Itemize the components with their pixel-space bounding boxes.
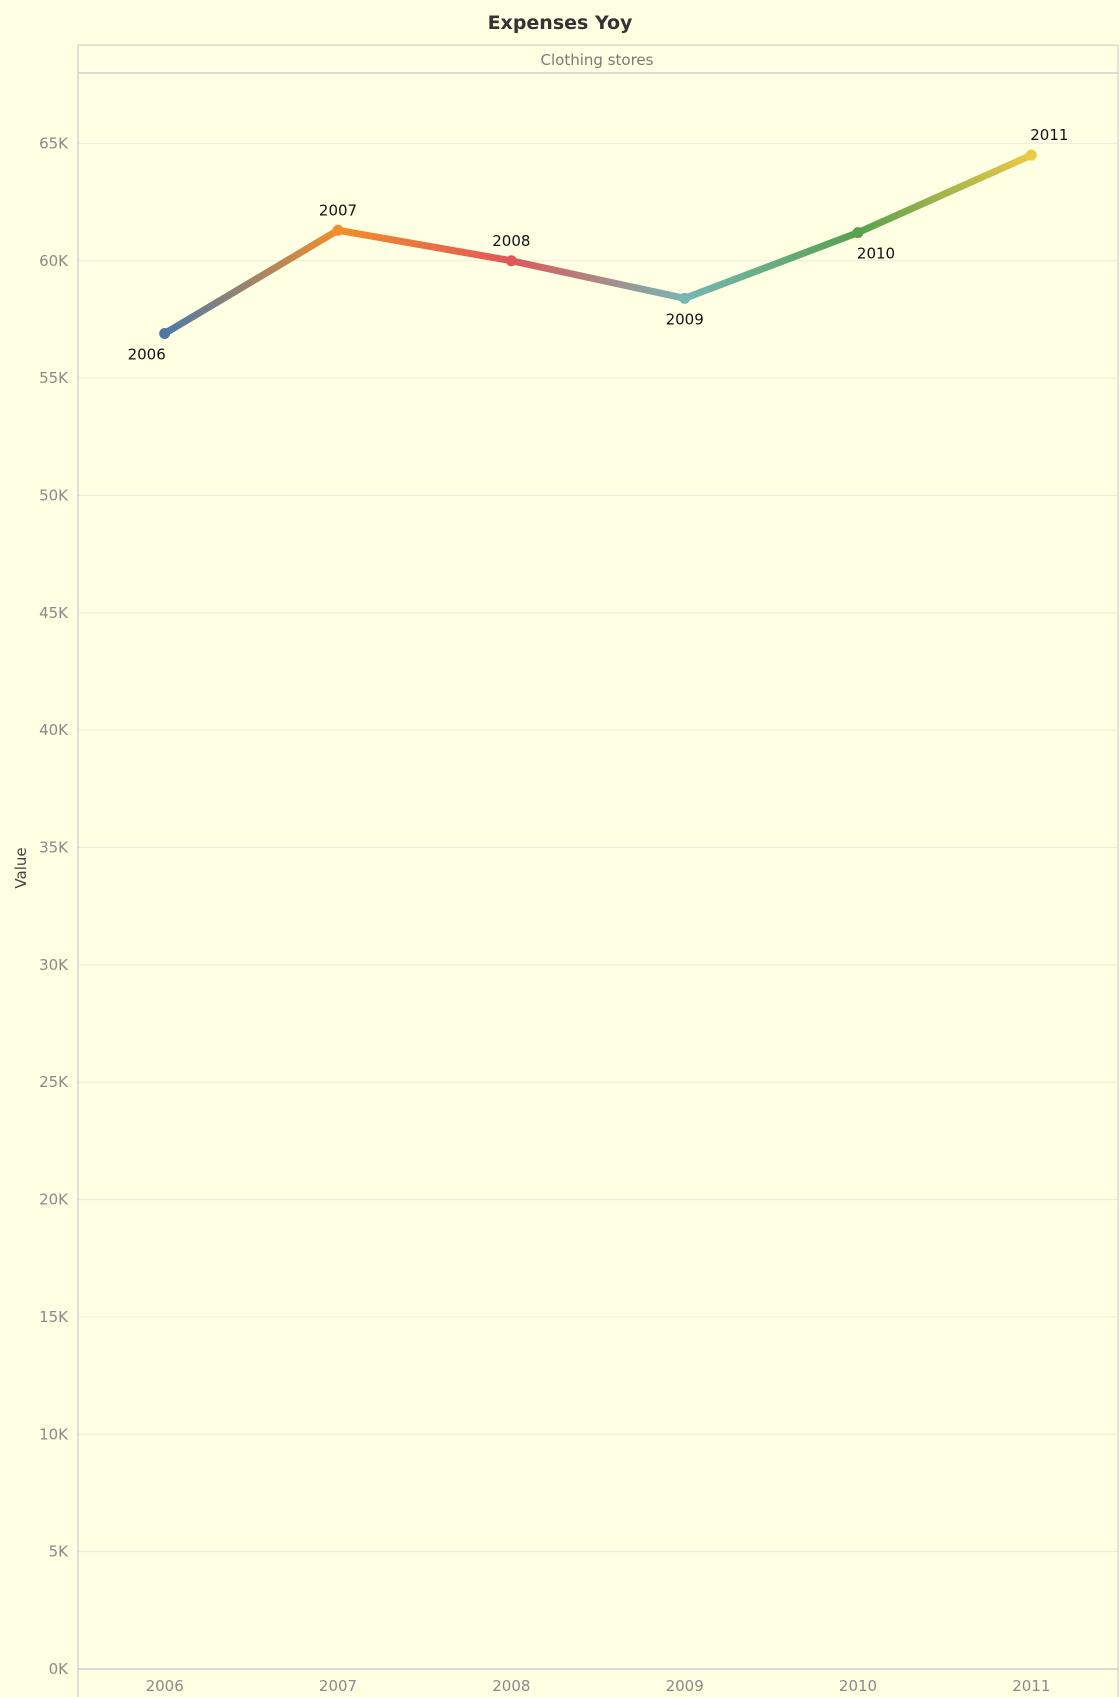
y-tick-label: 50K xyxy=(39,486,69,504)
y-tick-label: 0K xyxy=(49,1660,70,1678)
y-tick-label: 5K xyxy=(49,1543,70,1561)
x-tick-labels: 2006 2007 2008 2009 2010 2011 xyxy=(146,1677,1051,1695)
y-tick-label: 25K xyxy=(39,1073,69,1091)
x-tick-label: 2009 xyxy=(666,1677,704,1695)
y-tick-label: 35K xyxy=(39,839,69,857)
data-label: 2006 xyxy=(128,346,166,364)
y-axis-title: Value xyxy=(12,847,30,888)
y-tick-label: 60K xyxy=(39,252,69,270)
data-labels: 2006 2007 2008 2009 2010 2011 xyxy=(128,126,1069,363)
data-point[interactable] xyxy=(1025,149,1037,161)
data-point[interactable] xyxy=(159,328,171,340)
gridlines xyxy=(78,142,1118,1553)
y-tick-label: 15K xyxy=(39,1308,69,1326)
data-point[interactable] xyxy=(505,255,517,267)
x-tick-label: 2010 xyxy=(839,1677,877,1695)
series-lines xyxy=(161,151,1035,338)
data-label: 2008 xyxy=(492,232,530,250)
data-point[interactable] xyxy=(679,292,691,304)
series-line-segment xyxy=(681,229,862,302)
x-tick-label: 2006 xyxy=(146,1677,184,1695)
panel-header: Clothing stores xyxy=(541,51,654,69)
y-tick-label: 65K xyxy=(39,134,69,152)
data-point[interactable] xyxy=(852,227,864,239)
x-tick-label: 2007 xyxy=(319,1677,357,1695)
series-points xyxy=(159,149,1037,340)
series-line-segment xyxy=(334,226,515,265)
data-label: 2011 xyxy=(1030,126,1068,144)
series-line-segment xyxy=(507,257,689,302)
axes xyxy=(77,44,1119,1697)
data-point[interactable] xyxy=(332,224,344,236)
data-label: 2007 xyxy=(319,201,357,219)
y-tick-label: 40K xyxy=(39,721,69,739)
y-tick-label: 30K xyxy=(39,956,69,974)
x-tick-label: 2008 xyxy=(492,1677,530,1695)
chart-title: Expenses Yoy xyxy=(488,12,633,34)
y-tick-label: 55K xyxy=(39,369,69,387)
y-tick-labels: 0K 5K 10K 15K 20K 25K 30K 35K 40K 45K 50K 55K 60K 65K xyxy=(39,134,69,1678)
data-label: 2010 xyxy=(857,245,895,263)
x-tick-label: 2011 xyxy=(1012,1677,1050,1695)
series-line-segment xyxy=(854,151,1035,237)
data-label: 2009 xyxy=(666,310,704,328)
y-tick-label: 10K xyxy=(39,1425,69,1443)
y-tick-label: 20K xyxy=(39,1191,69,1209)
series-line-segment xyxy=(161,226,342,338)
y-tick-label: 45K xyxy=(39,604,69,622)
